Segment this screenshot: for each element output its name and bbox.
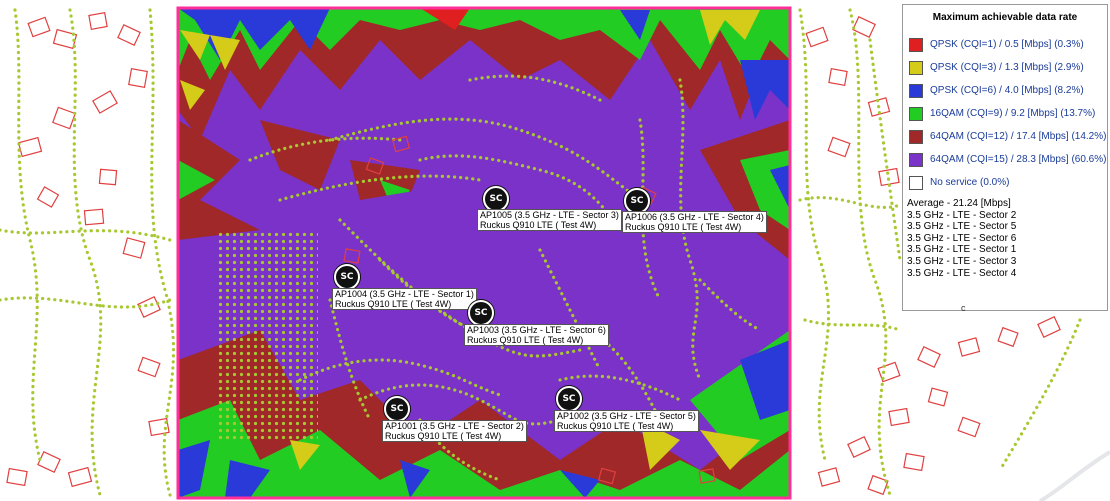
small-cell-icon[interactable]: SC xyxy=(468,300,494,326)
sector-entry: 3.5 GHz - LTE - Sector 3 xyxy=(907,255,1017,267)
small-cell-icon[interactable]: SC xyxy=(624,188,650,214)
sector-entry: 3.5 GHz - LTE - Sector 1 xyxy=(907,244,1017,256)
legend-swatch xyxy=(909,83,923,98)
small-cell-icon[interactable]: SC xyxy=(556,386,582,412)
ap-label-line1: AP1002 (3.5 GHz - LTE - Sector 5) xyxy=(557,411,696,421)
small-cell-icon[interactable]: SC xyxy=(334,264,360,290)
ap-label-line1: AP1006 (3.5 GHz - LTE - Sector 4) xyxy=(625,212,764,222)
building-outlines-left xyxy=(6,12,170,488)
map-legend: Maximum achievable data rate QPSK (CQI=1… xyxy=(902,4,1108,313)
legend-title: Maximum achievable data rate xyxy=(932,12,1078,23)
ap-label: AP1003 (3.5 GHz - LTE - Sector 6) Ruckus… xyxy=(464,324,609,346)
sector-entry: 3.5 GHz - LTE - Sector 5 xyxy=(907,221,1017,233)
ap-label-line2: Ruckus Q910 LTE ( Test 4W) xyxy=(557,421,674,431)
legend-label: QPSK (CQI=1) / 0.5 [Mbps] (0.3%) xyxy=(930,39,1084,50)
ap-label: AP1004 (3.5 GHz - LTE - Sector 1) Ruckus… xyxy=(332,288,477,310)
ap-label-line1: AP1001 (3.5 GHz - LTE - Sector 2) xyxy=(385,421,524,431)
sector-entry: 3.5 GHz - LTE - Sector 6 xyxy=(907,232,1017,244)
legend-item-no-service[interactable]: No service (0.0%) xyxy=(903,171,1107,194)
ap-label: AP1005 (3.5 GHz - LTE - Sector 3) Ruckus… xyxy=(477,209,622,231)
ap-label-line2: Ruckus Q910 LTE ( Test 4W) xyxy=(625,222,742,232)
legend-swatch xyxy=(909,37,923,52)
ap-label-line1: AP1003 (3.5 GHz - LTE - Sector 6) xyxy=(467,325,606,335)
legend-swatch xyxy=(909,152,923,167)
ap-label: AP1001 (3.5 GHz - LTE - Sector 2) Ruckus… xyxy=(382,420,527,442)
legend-label: QPSK (CQI=6) / 4.0 [Mbps] (8.2%) xyxy=(930,85,1084,96)
ap-label-line1: AP1004 (3.5 GHz - LTE - Sector 1) xyxy=(335,289,474,299)
ap-label-line2: Ruckus Q910 LTE ( Test 4W) xyxy=(467,335,584,345)
legend-label: 64QAM (CQI=12) / 17.4 [Mbps] (14.2%) xyxy=(930,131,1107,142)
sector-entry: 3.5 GHz - LTE - Sector 4 xyxy=(907,267,1017,279)
legend-label: QPSK (CQI=3) / 1.3 [Mbps] (2.9%) xyxy=(930,62,1084,73)
ap-label-line1: AP1005 (3.5 GHz - LTE - Sector 3) xyxy=(480,210,619,220)
study-area-boundary xyxy=(176,6,792,500)
legend-label: No service (0.0%) xyxy=(930,177,1010,188)
legend-item-qpsk-cqi1[interactable]: QPSK (CQI=1) / 0.5 [Mbps] (0.3%) xyxy=(903,33,1107,56)
legend-item-qpsk-cqi6[interactable]: QPSK (CQI=6) / 4.0 [Mbps] (8.2%) xyxy=(903,79,1107,102)
ap-label: AP1006 (3.5 GHz - LTE - Sector 4) Ruckus… xyxy=(622,211,767,233)
small-cell-icon[interactable]: SC xyxy=(483,186,509,212)
ap-label-line2: Ruckus Q910 LTE ( Test 4W) xyxy=(480,220,597,230)
legend-item-64qam-cqi12[interactable]: 64QAM (CQI=12) / 17.4 [Mbps] (14.2%) xyxy=(903,125,1107,148)
legend-label: 16QAM (CQI=9) / 9.2 [Mbps] (13.7%) xyxy=(930,108,1096,119)
legend-swatch xyxy=(909,106,923,121)
legend-item-qpsk-cqi3[interactable]: QPSK (CQI=3) / 1.3 [Mbps] (2.9%) xyxy=(903,56,1107,79)
legend-swatch xyxy=(909,60,923,75)
ap-label-line2: Ruckus Q910 LTE ( Test 4W) xyxy=(385,431,502,441)
legend-item-16qam-cqi9[interactable]: 16QAM (CQI=9) / 9.2 [Mbps] (13.7%) xyxy=(903,102,1107,125)
legend-swatch xyxy=(909,175,923,190)
stray-char: c xyxy=(961,303,966,313)
legend-item-64qam-cqi15[interactable]: 64QAM (CQI=15) / 28.3 [Mbps] (60.6%) xyxy=(903,148,1107,171)
sector-entry: 3.5 GHz - LTE - Sector 2 xyxy=(907,209,1017,221)
ap-label-line2: Ruckus Q910 LTE ( Test 4W) xyxy=(335,299,452,309)
average-rate: Average - 21.24 [Mbps] xyxy=(907,198,1011,209)
small-cell-icon[interactable]: SC xyxy=(384,396,410,422)
ap-label: AP1002 (3.5 GHz - LTE - Sector 5) Ruckus… xyxy=(554,410,699,432)
road-dots-outside xyxy=(0,8,1082,497)
legend-swatch xyxy=(909,129,923,144)
legend-summary: Average - 21.24 [Mbps] 3.5 GHz - LTE - S… xyxy=(903,198,1107,279)
legend-label: 64QAM (CQI=15) / 28.3 [Mbps] (60.6%) xyxy=(930,154,1107,165)
